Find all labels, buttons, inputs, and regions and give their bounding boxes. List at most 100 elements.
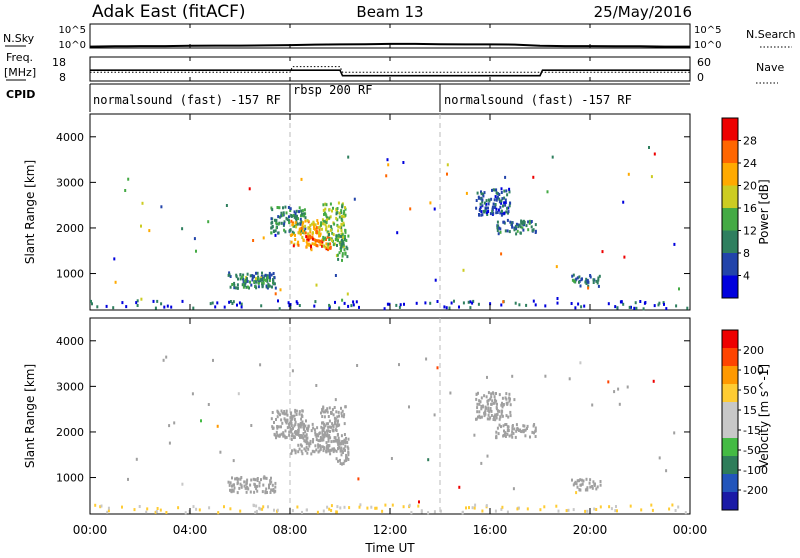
velocity-cell	[328, 507, 331, 511]
velocity-cell	[293, 414, 296, 418]
power-cell	[314, 227, 317, 231]
power-cell	[140, 224, 142, 228]
power-cell	[493, 206, 496, 209]
power-cell	[502, 220, 505, 224]
velocity-cell	[500, 409, 503, 413]
power-cell	[297, 243, 300, 247]
power-cell	[338, 211, 341, 215]
power-cell	[337, 229, 340, 233]
velocity-cell	[534, 435, 537, 438]
velocity-cell	[493, 395, 496, 399]
velocity-cell	[408, 503, 411, 507]
power-cell	[300, 212, 303, 216]
velocity-cell	[526, 427, 528, 430]
velocity-cell	[289, 416, 292, 420]
power-cell	[648, 146, 650, 149]
velocity-cell	[309, 442, 312, 446]
power-cell	[571, 274, 574, 278]
velocity-cell	[294, 451, 297, 455]
velocity-cell	[165, 355, 168, 359]
power-cell	[223, 305, 226, 309]
x-tick-label: 08:00	[273, 523, 308, 537]
power-cell	[136, 304, 139, 307]
velocity-cell	[236, 491, 239, 495]
power-cell	[272, 280, 275, 284]
velocity-cell	[477, 415, 479, 419]
velocity-cell	[298, 447, 301, 451]
velocity-cell	[327, 422, 329, 426]
power-cell	[292, 231, 295, 235]
velocity-cell	[267, 505, 269, 509]
velocity-cell	[335, 510, 338, 514]
power-cell	[336, 207, 339, 210]
velocity-cell	[608, 505, 611, 509]
power-cell	[270, 273, 273, 277]
power-cell	[480, 192, 483, 196]
power-cell	[296, 214, 298, 218]
velocity-cell	[496, 426, 499, 430]
velocity-cell	[357, 477, 360, 481]
power-cell	[344, 238, 347, 241]
power-cell	[335, 212, 338, 216]
power-cell	[298, 229, 301, 233]
colorbar-swatch	[722, 348, 738, 367]
power-cell	[322, 222, 325, 226]
velocity-cell	[599, 483, 602, 487]
power-cell	[577, 302, 580, 306]
power-cell	[494, 203, 497, 206]
power-cell	[307, 238, 310, 242]
velocity-cell	[258, 481, 261, 485]
colorbar-swatch	[722, 253, 738, 276]
power-cell	[515, 222, 518, 226]
power-cell	[573, 280, 576, 284]
velocity-cell	[615, 505, 617, 508]
velocity-cell	[580, 483, 582, 487]
power-cell	[271, 208, 274, 212]
noise-left-label: N.Sky	[3, 32, 35, 45]
velocity-cell	[328, 449, 331, 453]
power-cell	[113, 257, 116, 261]
freq-tick-bottom: 8	[59, 71, 66, 84]
power-cell	[251, 278, 254, 282]
power-cell	[344, 251, 347, 255]
velocity-cell	[513, 427, 516, 431]
power-cell	[496, 211, 499, 214]
power-cell	[503, 189, 506, 193]
power-cell	[338, 241, 341, 245]
power-cell	[121, 301, 124, 305]
power-cell	[532, 299, 535, 303]
velocity-cell	[296, 505, 299, 509]
power-cell	[433, 207, 436, 211]
velocity-cell	[358, 505, 361, 509]
velocity-cell	[285, 409, 288, 413]
velocity-cell	[505, 423, 508, 426]
velocity-cell	[217, 511, 220, 515]
velocity-cell	[271, 483, 274, 487]
velocity-cell	[311, 449, 314, 453]
power-cell	[314, 241, 317, 245]
velocity-cell	[506, 401, 509, 405]
velocity-cell	[322, 509, 325, 513]
velocity-cell	[329, 448, 332, 452]
power-cell	[344, 228, 347, 232]
power-cell	[497, 224, 500, 228]
y-tick-label: 1000	[56, 268, 84, 281]
power-cell	[312, 231, 314, 235]
velocity-cell	[240, 485, 243, 489]
velocity-cell	[418, 500, 420, 504]
velocity-cell	[483, 411, 486, 415]
power-cell	[528, 219, 531, 223]
velocity-cell	[475, 397, 478, 401]
velocity-cell	[236, 482, 239, 486]
velocity-cell	[347, 437, 350, 441]
power-cell	[504, 201, 507, 204]
power-cell	[304, 216, 307, 220]
velocity-cell	[195, 507, 198, 511]
velocity-cell	[323, 426, 326, 430]
velocity-cell	[505, 392, 508, 396]
velocity-cell	[306, 440, 309, 444]
velocity-cell	[229, 488, 231, 492]
velocity-cell	[253, 482, 256, 486]
power-cell	[114, 280, 117, 284]
power-cell	[283, 222, 286, 226]
